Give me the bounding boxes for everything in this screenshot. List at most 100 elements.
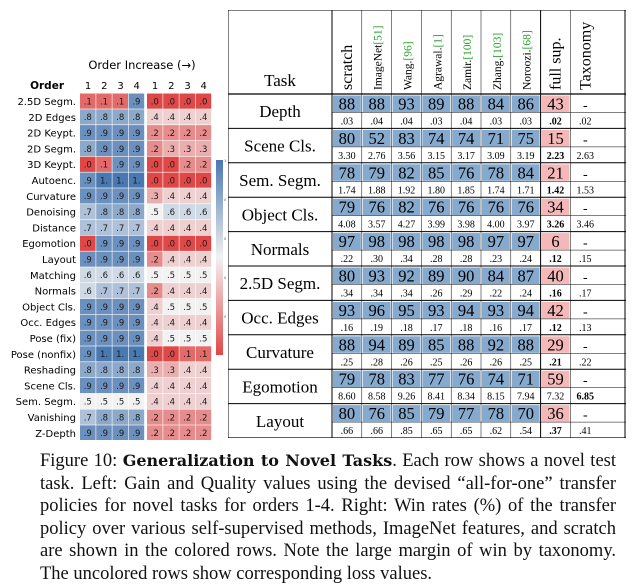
colorbar-tick: 0.8 (224, 198, 226, 202)
quality-cell (179, 204, 195, 220)
win-rate-value: 82 (398, 163, 415, 182)
gain-value: .8 (100, 413, 108, 423)
win-rate-value: 80 (339, 129, 356, 148)
gain-value: .7 (116, 224, 124, 234)
gain-value: .1 (100, 161, 108, 171)
gain-value: 1. (132, 350, 140, 360)
win-cell (333, 198, 361, 216)
loss-value: 3.46 (577, 220, 595, 231)
loss-value: 2.23 (547, 151, 565, 162)
gain-value: .9 (84, 255, 92, 265)
loss-value: 3.15 (428, 151, 446, 162)
quality-value: .2 (151, 255, 159, 265)
gain-cell (80, 109, 96, 125)
quality-cell (195, 362, 212, 378)
win-rate-value: 86 (517, 95, 534, 114)
loss-value: 1.42 (547, 185, 565, 196)
gain-cell (80, 314, 96, 330)
quality-cell (147, 219, 163, 236)
loss-value: .62 (490, 426, 503, 437)
quality-value: .5 (199, 303, 207, 313)
win-rate-value: 88 (339, 335, 356, 354)
gain-value: .8 (84, 366, 92, 376)
quality-value: .2 (151, 413, 159, 423)
win-rate-value: 79 (368, 163, 385, 182)
win-rate-value: 78 (339, 163, 356, 182)
loss-value: .17 (519, 323, 532, 334)
quality-value: .4 (151, 224, 159, 234)
quality-cell (195, 377, 212, 394)
gain-cell (96, 409, 112, 425)
win-cell (541, 370, 570, 388)
task-name: Layout (256, 412, 304, 431)
win-rate-value: 70 (517, 404, 534, 423)
win-rate-value: 97 (517, 232, 534, 251)
heatmap-row: Curvature .9 .9 .9 .9 .3 .4 .4 .4 (26, 188, 212, 204)
quality-value: .3 (167, 145, 175, 155)
caption-body: . Each row shows a novel test task. Left… (40, 451, 616, 584)
quality-cell (179, 409, 195, 425)
quality-cell (179, 125, 195, 141)
loss-value: 1.85 (457, 185, 475, 196)
heatmap-row-label: 2.5D Segm. (17, 97, 76, 108)
order-increase-title: Order Increase (→) (88, 58, 195, 72)
win-rate-value: 76 (517, 198, 534, 217)
quality-cell (163, 267, 179, 283)
quality-cell (147, 251, 163, 267)
gain-cell (128, 346, 145, 362)
gain-cell (80, 172, 96, 188)
gain-value: .9 (132, 192, 140, 202)
win-rate-value: 77 (458, 404, 475, 423)
win-cell (452, 405, 480, 422)
quality-value: .2 (151, 145, 159, 155)
quality-value: .2 (167, 129, 175, 139)
quality-value: .2 (199, 129, 207, 139)
gain-value: .9 (132, 303, 140, 313)
gain-value: .9 (132, 97, 140, 107)
gain-value: .6 (100, 271, 108, 281)
gain-cell (128, 156, 145, 172)
column-header: Zhang.[103] (492, 33, 504, 90)
win-cell (452, 95, 480, 112)
gain-cell (80, 346, 96, 362)
quality-value: .2 (183, 129, 191, 139)
gain-cell (112, 140, 128, 157)
win-rate-value: 94 (517, 301, 534, 320)
column-header: Taxonomy (577, 22, 594, 90)
quality-cell (195, 409, 212, 425)
win-cell (362, 129, 391, 147)
gain-cell (80, 330, 96, 346)
gain-cell (80, 125, 96, 141)
quality-cell (179, 140, 195, 157)
gain-value: .6 (84, 287, 92, 297)
win-rate-value: 74 (458, 129, 475, 148)
quality-value: .0 (167, 240, 175, 250)
quality-cell (147, 393, 163, 409)
gain-cell (80, 425, 96, 440)
gain-value: 1. (116, 176, 124, 186)
quality-cell (147, 298, 163, 315)
win-rate-value: - (583, 339, 588, 354)
quality-cell (179, 425, 195, 440)
heatmap-row-label: Distance (32, 223, 76, 234)
loss-value: .66 (370, 426, 383, 437)
win-cell (422, 370, 451, 388)
quality-cell (163, 172, 179, 188)
loss-value: .30 (370, 254, 383, 265)
win-cell (541, 164, 570, 181)
quality-cell (163, 330, 179, 346)
gain-value: .8 (116, 366, 124, 376)
gain-value: .9 (100, 382, 108, 392)
win-rate-value: 42 (547, 301, 564, 320)
quality-value: .0 (183, 97, 191, 107)
table-row: Scene Cls. 80 52 83 74 74 71 75 15 - 3.30 2.76 3.56 3… (228, 127, 626, 162)
win-cell (511, 336, 540, 353)
quality-cell (195, 283, 212, 299)
gain-cell (80, 251, 96, 267)
gain-cell (96, 140, 112, 157)
quality-cell (195, 125, 212, 141)
gain-value: .7 (100, 287, 108, 297)
win-cell (452, 267, 480, 284)
table-row: Sem. Segm. 78 79 82 85 76 78 84 21 - 1.74 1.88 1.92 1… (228, 162, 626, 196)
